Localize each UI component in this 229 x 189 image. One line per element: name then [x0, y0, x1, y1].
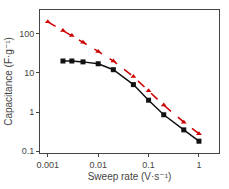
svg-text:1: 1 [29, 107, 34, 117]
svg-text:Sweep rate (V·s⁻¹): Sweep rate (V·s⁻¹) [88, 171, 172, 182]
svg-text:10: 10 [24, 68, 34, 78]
svg-text:0.001: 0.001 [37, 160, 60, 170]
svg-text:100: 100 [19, 29, 34, 39]
svg-text:0.1: 0.1 [22, 146, 35, 156]
svg-text:Capacitance (F·g⁻¹): Capacitance (F·g⁻¹) [3, 37, 14, 126]
svg-text:0.01: 0.01 [89, 160, 107, 170]
svg-text:1: 1 [196, 160, 201, 170]
svg-text:0.1: 0.1 [142, 160, 155, 170]
